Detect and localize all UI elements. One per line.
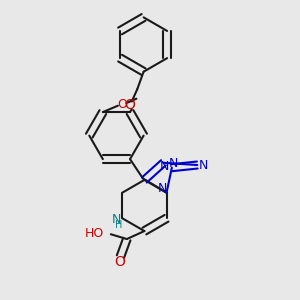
Text: N: N: [198, 158, 208, 172]
Text: HO: HO: [85, 227, 104, 240]
Text: O: O: [124, 98, 135, 112]
Text: O: O: [117, 98, 127, 111]
Text: O: O: [114, 255, 125, 269]
Text: N: N: [112, 213, 121, 226]
Text: N: N: [169, 158, 178, 170]
Text: N: N: [158, 182, 167, 195]
Text: N: N: [160, 160, 169, 173]
Text: H: H: [116, 220, 123, 230]
